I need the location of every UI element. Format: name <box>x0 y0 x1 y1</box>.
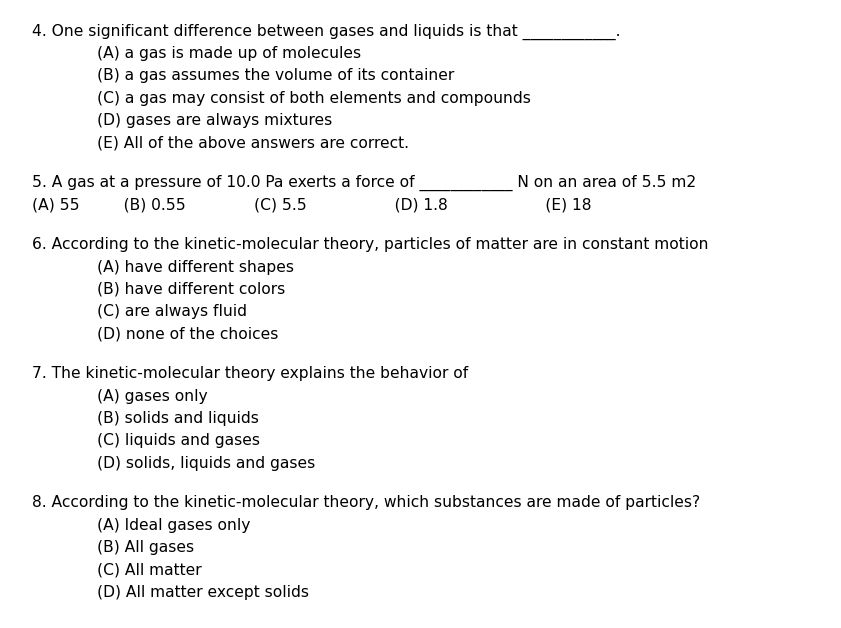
Text: (B) have different colors: (B) have different colors <box>97 282 285 297</box>
Text: 5. A gas at a pressure of 10.0 Pa exerts a force of ____________ N on an area of: 5. A gas at a pressure of 10.0 Pa exerts… <box>32 175 696 192</box>
Text: (A) 55         (B) 0.55              (C) 5.5                  (D) 1.8           : (A) 55 (B) 0.55 (C) 5.5 (D) 1.8 <box>32 197 591 212</box>
Text: 4. One significant difference between gases and liquids is that ____________.: 4. One significant difference between ga… <box>32 24 621 40</box>
Text: (D) none of the choices: (D) none of the choices <box>97 327 278 342</box>
Text: (A) a gas is made up of molecules: (A) a gas is made up of molecules <box>97 46 361 61</box>
Text: (D) solids, liquids and gases: (D) solids, liquids and gases <box>97 455 315 470</box>
Text: (C) All matter: (C) All matter <box>97 562 201 577</box>
Text: (D) All matter except solids: (D) All matter except solids <box>97 585 309 600</box>
Text: (A) have different shapes: (A) have different shapes <box>97 259 294 274</box>
Text: (C) liquids and gases: (C) liquids and gases <box>97 433 260 448</box>
Text: (B) All gases: (B) All gases <box>97 540 193 555</box>
Text: (C) are always fluid: (C) are always fluid <box>97 304 246 319</box>
Text: 7. The kinetic-molecular theory explains the behavior of: 7. The kinetic-molecular theory explains… <box>32 366 468 381</box>
Text: 8. According to the kinetic-molecular theory, which substances are made of parti: 8. According to the kinetic-molecular th… <box>32 495 701 511</box>
Text: (C) a gas may consist of both elements and compounds: (C) a gas may consist of both elements a… <box>97 90 531 106</box>
Text: 6. According to the kinetic-molecular theory, particles of matter are in constan: 6. According to the kinetic-molecular th… <box>32 237 708 252</box>
Text: (D) gases are always mixtures: (D) gases are always mixtures <box>97 113 332 128</box>
Text: (A) Ideal gases only: (A) Ideal gases only <box>97 517 250 533</box>
Text: (B) solids and liquids: (B) solids and liquids <box>97 411 258 426</box>
Text: (A) gases only: (A) gases only <box>97 389 208 404</box>
Text: (B) a gas assumes the volume of its container: (B) a gas assumes the volume of its cont… <box>97 68 454 84</box>
Text: (E) All of the above answers are correct.: (E) All of the above answers are correct… <box>97 135 409 150</box>
